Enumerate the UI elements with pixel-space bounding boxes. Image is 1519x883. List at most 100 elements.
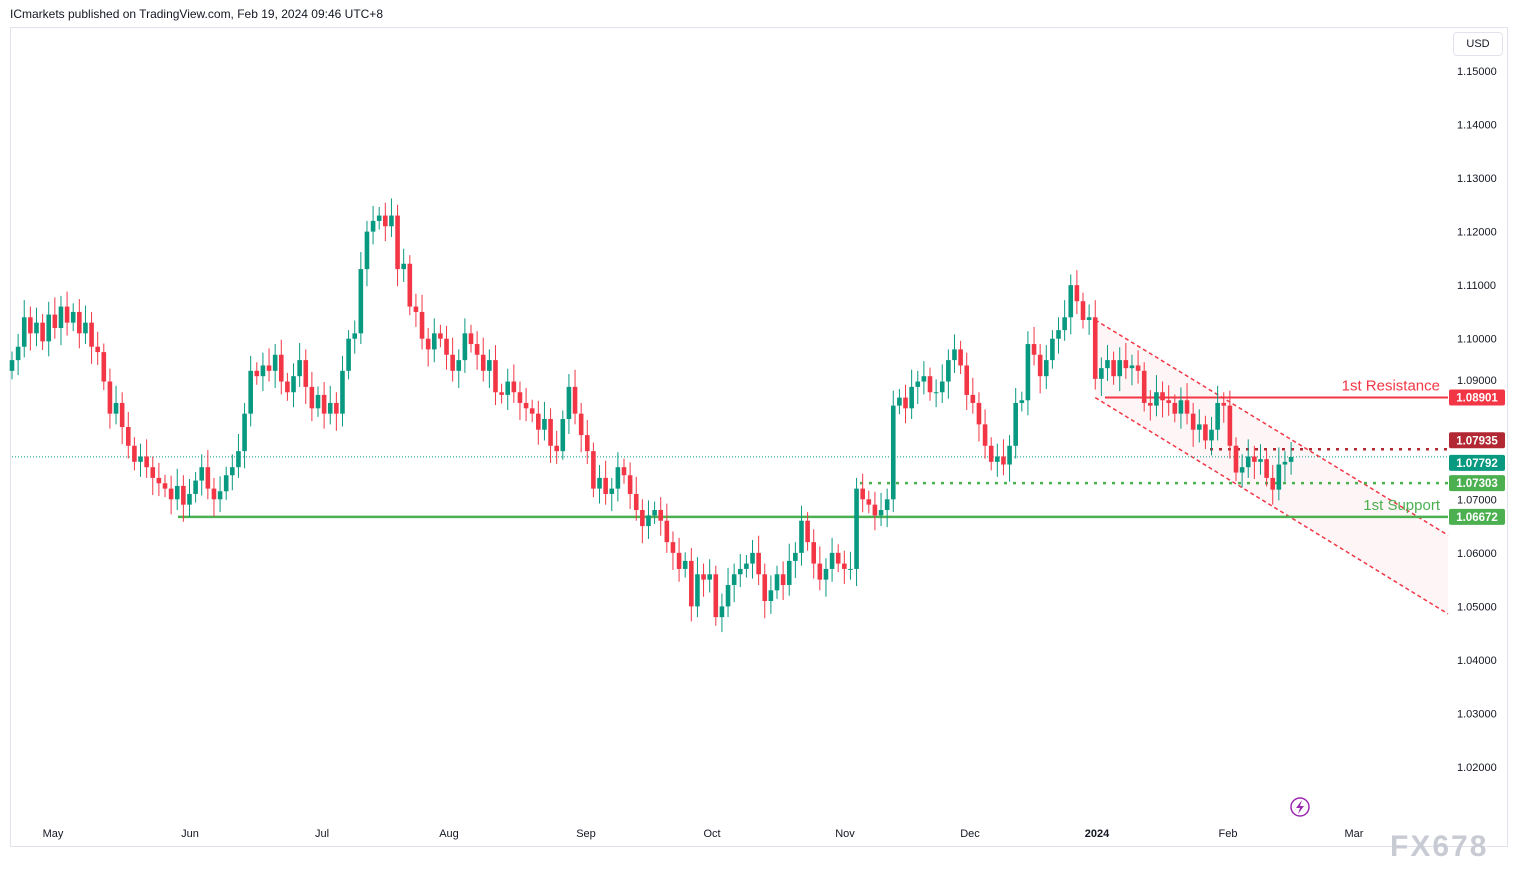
chart-frame [10,27,1508,847]
y-tick-label: 1.05000 [1457,601,1497,613]
candle [144,439,149,478]
candle-body [1068,285,1074,318]
candle-body [1245,456,1251,468]
candle [646,500,651,539]
candle [444,325,449,370]
candle [1276,447,1282,501]
candle [1013,387,1018,459]
candle [952,334,957,373]
candle-body [413,306,419,312]
candle-body [456,360,462,371]
currency-button[interactable]: USD [1453,32,1503,56]
candle-body [548,419,553,446]
candle [829,537,835,582]
lightning-icon-bolt [1296,800,1304,814]
candle-body [1031,344,1037,355]
candle-body [835,552,841,564]
candle-body [383,215,388,227]
candle-body [878,510,884,516]
candle [872,491,878,531]
candle-body [230,467,235,476]
candle [529,399,535,423]
candle [223,466,229,500]
candle [113,385,119,425]
candle [1221,392,1227,423]
candle [138,443,143,477]
y-tick-label: 1.12000 [1457,227,1497,239]
candle-body [95,346,100,353]
candle-body [419,311,425,339]
candle [670,531,676,570]
candle [260,352,266,392]
candle-body [860,488,865,500]
candle [707,559,712,593]
candle-body [1258,459,1263,462]
candle [242,402,247,469]
candle [939,364,945,403]
candle-body [168,488,174,500]
candle-body [468,333,474,345]
candle-body [786,560,792,585]
candle [1148,390,1153,421]
candle-body [364,231,370,270]
candle [909,369,914,420]
candle-body [731,574,737,585]
x-tick-label: Feb [1219,828,1238,840]
candle [1215,385,1220,441]
candle-body [493,360,498,393]
candle-body [217,491,223,500]
candle-body [401,263,406,270]
candle [609,477,615,512]
candle [77,299,82,349]
candle [1233,437,1239,482]
y-tick-label: 1.07000 [1457,494,1497,506]
candle-body [1178,400,1184,414]
lightning-icon[interactable] [1290,797,1310,817]
candle [309,371,315,422]
candle [1056,317,1061,354]
candle-body [664,520,670,543]
candle [15,333,21,376]
candle [1209,416,1214,456]
candle-body [995,456,1000,462]
candle [1074,270,1080,315]
candle [799,505,804,566]
candle-body [615,467,621,489]
candle [652,501,657,524]
candle-body [1270,477,1276,490]
candle [664,503,670,553]
candle-body [236,451,241,468]
candle [572,369,578,425]
candle [493,345,498,406]
candle-body [1025,344,1031,401]
channel-upper-line [1094,319,1449,536]
candle-body [695,574,700,607]
candle-body [811,542,817,564]
candle [921,361,927,395]
candle [780,561,786,600]
candle-body [278,354,284,382]
candle [358,251,364,345]
candle [1129,354,1135,386]
candle [254,362,260,385]
channel-fill [1095,319,1448,614]
candle [156,462,162,497]
candle [450,337,455,382]
candle-body [1056,330,1061,339]
candle [383,202,388,242]
candle-body [46,314,52,342]
candle-body [1074,285,1080,302]
candle [199,454,205,496]
candle-body [1117,360,1123,377]
candle [364,220,370,287]
candle [1062,300,1067,341]
candle [168,475,174,515]
candle-body [15,346,21,361]
dotted-green-price-label: 1.07303 [1456,478,1498,490]
candle-body [793,552,798,561]
candle [46,301,52,357]
candle-body [1013,402,1018,446]
candle-body [21,317,27,347]
dotted-green-price-box [1449,475,1505,492]
